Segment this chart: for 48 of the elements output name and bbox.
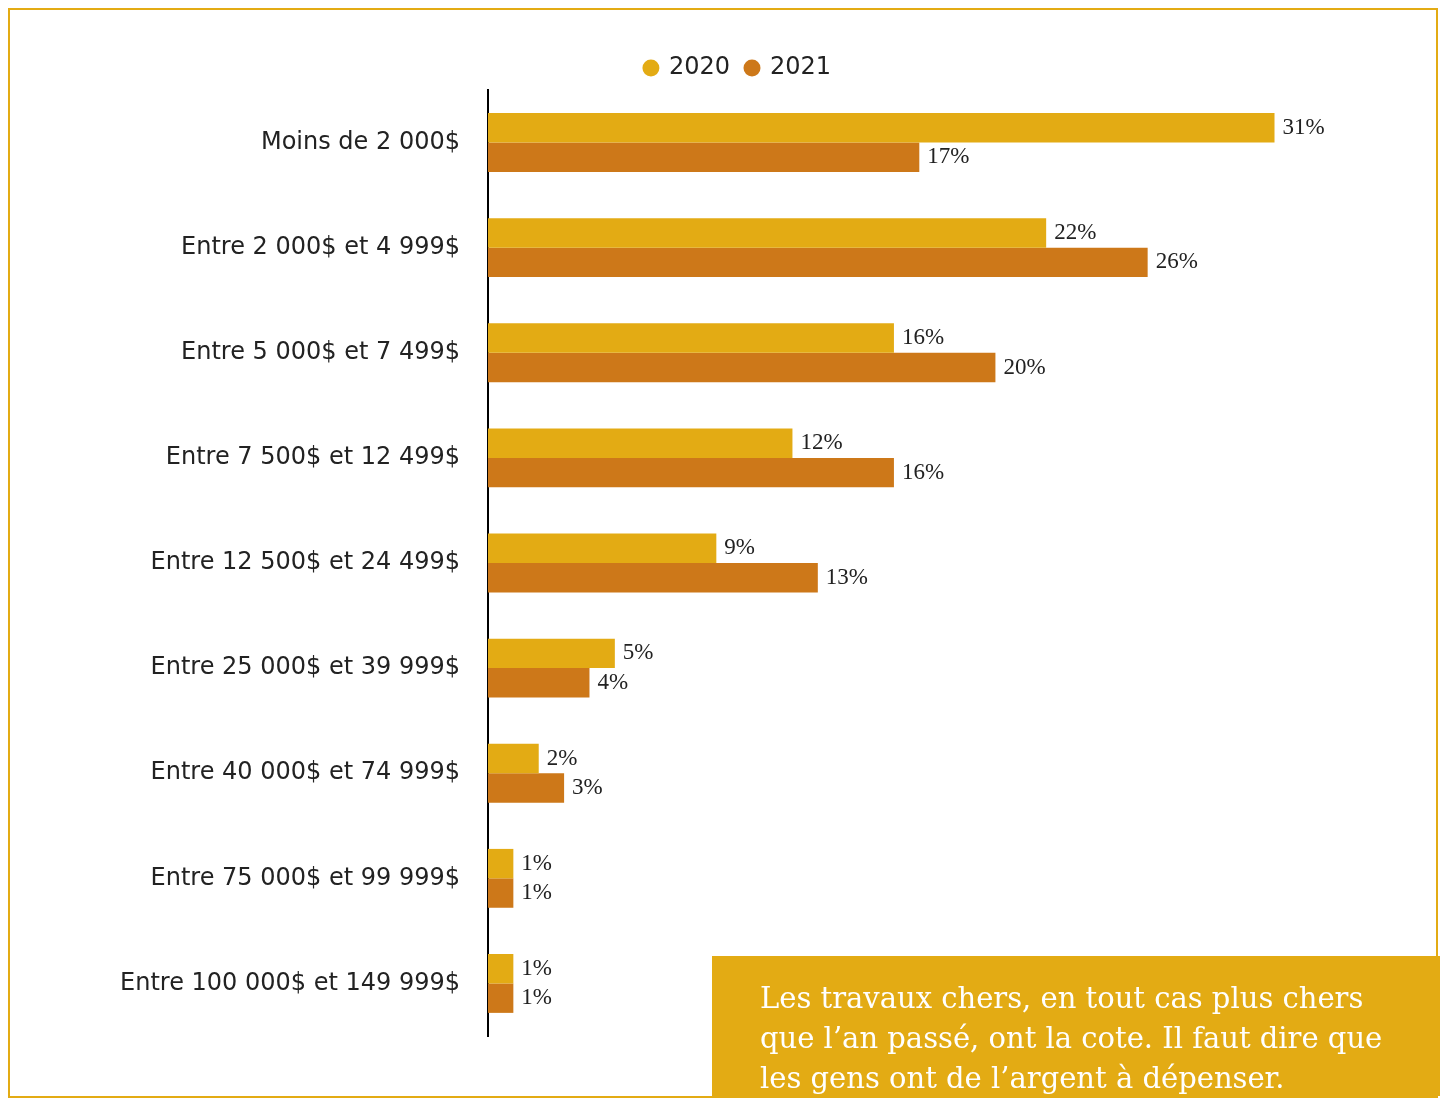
y-tick-label: Entre 40 000$ et 74 999$ — [150, 757, 460, 786]
data-label: 3% — [572, 773, 603, 799]
bar — [487, 668, 590, 698]
bar — [487, 983, 514, 1013]
bar — [487, 428, 793, 458]
bar — [487, 878, 514, 908]
bar — [487, 457, 894, 488]
legend-label: 2020 — [668, 52, 730, 81]
data-label: 22% — [1054, 219, 1097, 244]
y-tick-label: Entre 12 500$ et 24 499$ — [150, 547, 460, 576]
data-label: 12% — [800, 429, 843, 455]
data-label: 9% — [724, 534, 755, 560]
data-label: 5% — [622, 639, 654, 665]
data-label: 1% — [521, 879, 553, 905]
bar — [487, 533, 717, 563]
y-tick-label: Entre 100 000$ et 149 999$ — [120, 967, 460, 996]
y-tick-label: Entre 5 000$ et 7 499$ — [181, 337, 460, 366]
bar — [487, 142, 920, 172]
data-label: 1% — [521, 849, 553, 875]
note-box: Les travaux chers, en tout cas plus chers que l’an passé, ont la cote. Il faut dire que les gens ont de l’argent à dépenser. — [712, 956, 1440, 1096]
data-label: 17% — [927, 143, 970, 169]
bar — [487, 352, 996, 383]
data-label: 13% — [825, 563, 868, 589]
data-label: 2% — [546, 744, 578, 770]
y-tick-label: Entre 25 000$ et 39 999$ — [150, 652, 460, 681]
bar — [487, 954, 514, 984]
data-label: 26% — [1155, 248, 1198, 274]
bar — [487, 848, 514, 879]
bar — [487, 563, 818, 593]
data-label: 1% — [521, 954, 553, 980]
bar — [487, 743, 539, 774]
data-label: 16% — [901, 324, 945, 350]
bar — [487, 113, 1275, 143]
data-label: 1% — [521, 984, 553, 1010]
bar — [487, 638, 615, 669]
data-label: 31% — [1282, 113, 1325, 139]
bar — [487, 323, 894, 353]
bar — [487, 218, 1047, 248]
bar — [487, 773, 565, 803]
data-label: 20% — [1003, 353, 1046, 379]
y-tick-label: Entre 2 000$ et 4 999$ — [181, 231, 460, 260]
y-tick-label: Moins de 2 000$ — [260, 126, 460, 155]
y-tick-label: Entre 75 000$ et 99 999$ — [150, 862, 460, 891]
data-label: 16% — [901, 458, 945, 484]
y-tick-label: Entre 7 500$ et 12 499$ — [165, 442, 460, 471]
data-label: 4% — [597, 668, 629, 694]
bar — [487, 247, 1148, 278]
legend-label: 2021 — [770, 52, 832, 81]
